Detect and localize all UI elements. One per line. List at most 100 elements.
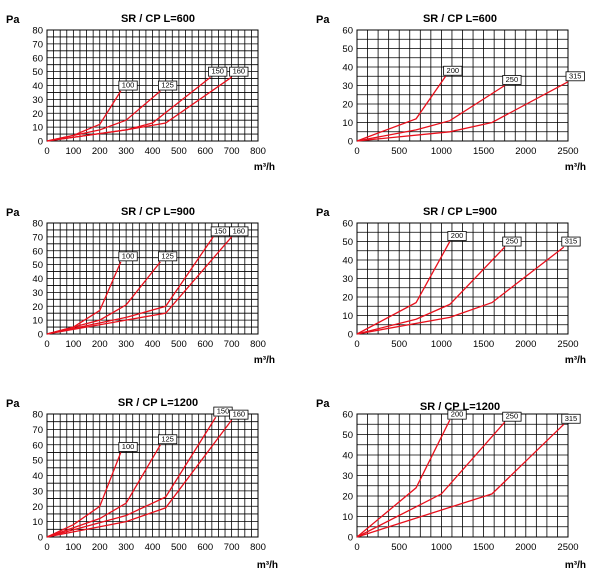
series-label-200: 200 bbox=[451, 410, 464, 419]
y-tick-label: 10 bbox=[32, 316, 43, 327]
y-tick-label: 0 bbox=[348, 533, 353, 544]
x-tick-label: 700 bbox=[224, 339, 240, 350]
series-label-box bbox=[118, 251, 138, 262]
chart-panel-4: 0 500 1000 1500 2000 2500 0 10 20 30 40 50 60 SR / CP… bbox=[316, 206, 586, 366]
series-label-box bbox=[443, 65, 463, 76]
series-label-box bbox=[502, 411, 522, 422]
x-tick-label: 2000 bbox=[515, 339, 536, 350]
series-label-315: 315 bbox=[569, 71, 582, 80]
x-tick-label: 0 bbox=[44, 339, 49, 350]
y-tick-label: 70 bbox=[32, 232, 43, 243]
x-tick-label: 1500 bbox=[473, 339, 494, 350]
series-label-box bbox=[447, 231, 467, 241]
y-tick-label: 60 bbox=[32, 246, 43, 257]
series-line-250 bbox=[356, 246, 506, 335]
x-tick-label: 0 bbox=[354, 339, 359, 350]
series-label-200: 200 bbox=[451, 231, 464, 240]
series-label-box bbox=[229, 66, 249, 77]
x-tick-label: 1000 bbox=[431, 542, 452, 553]
series-line-250 bbox=[356, 84, 506, 142]
series-label-box bbox=[561, 236, 581, 247]
chart-title: SR / CP L=900 bbox=[423, 206, 497, 218]
x-tick-label: 2500 bbox=[557, 146, 578, 157]
x-tick-label: 0 bbox=[354, 146, 359, 157]
y-tick-label: 20 bbox=[342, 100, 353, 111]
y-tick-label: 20 bbox=[342, 492, 353, 503]
x-axis-label: m³/h bbox=[565, 355, 586, 366]
series-label-315: 315 bbox=[565, 414, 578, 423]
y-tick-label: 80 bbox=[32, 219, 43, 230]
series-line-160 bbox=[46, 419, 233, 538]
series-label-box bbox=[158, 434, 178, 445]
y-axis-label: Pa bbox=[6, 398, 20, 410]
y-tick-label: 60 bbox=[32, 440, 43, 451]
x-tick-label: 0 bbox=[44, 146, 49, 157]
y-tick-label: 20 bbox=[32, 502, 43, 513]
series-label-box bbox=[229, 226, 249, 237]
series-label-box bbox=[502, 75, 522, 85]
x-tick-label: 700 bbox=[224, 542, 240, 553]
x-axis-label: m³/h bbox=[254, 162, 275, 173]
y-axis-label: Pa bbox=[316, 207, 330, 219]
series-label-box bbox=[447, 409, 467, 420]
series-label-250: 250 bbox=[506, 75, 519, 84]
x-tick-label: 800 bbox=[250, 146, 266, 157]
y-tick-label: 50 bbox=[32, 456, 43, 467]
x-tick-label: 200 bbox=[92, 339, 108, 350]
y-tick-label: 50 bbox=[342, 44, 353, 55]
y-tick-label: 50 bbox=[342, 237, 353, 248]
series-label-100: 100 bbox=[122, 442, 135, 451]
x-tick-label: 200 bbox=[92, 542, 108, 553]
x-tick-label: 500 bbox=[391, 542, 407, 553]
y-tick-label: 70 bbox=[32, 39, 43, 50]
x-axis-label: m³/h bbox=[257, 560, 278, 571]
y-tick-label: 30 bbox=[32, 95, 43, 106]
y-tick-label: 0 bbox=[38, 330, 43, 341]
x-tick-label: 0 bbox=[44, 542, 49, 553]
x-tick-label: 2000 bbox=[515, 542, 536, 553]
y-tick-label: 10 bbox=[342, 311, 353, 322]
x-tick-label: 1000 bbox=[431, 339, 452, 350]
series-line-250 bbox=[356, 421, 506, 538]
y-tick-label: 0 bbox=[38, 137, 43, 148]
y-tick-label: 50 bbox=[342, 430, 353, 441]
series-label-160: 160 bbox=[233, 410, 246, 419]
y-tick-label: 0 bbox=[348, 137, 353, 148]
y-axis-label: Pa bbox=[6, 14, 20, 26]
x-tick-label: 300 bbox=[118, 146, 134, 157]
series-line-160 bbox=[46, 236, 233, 335]
chart-title: SR / CP L=600 bbox=[423, 13, 497, 25]
series-label-315: 315 bbox=[565, 237, 578, 246]
y-tick-label: 0 bbox=[38, 533, 43, 544]
y-tick-label: 40 bbox=[342, 63, 353, 74]
y-tick-label: 40 bbox=[32, 81, 43, 92]
series-line-315 bbox=[356, 423, 565, 538]
series-line-125 bbox=[46, 90, 161, 142]
series-line-125 bbox=[46, 261, 161, 335]
x-tick-label: 600 bbox=[197, 542, 213, 553]
y-tick-label: 80 bbox=[32, 410, 43, 421]
chart-title: SR / CP L=600 bbox=[121, 13, 195, 25]
series-label-100: 100 bbox=[122, 81, 135, 90]
plot-frame bbox=[46, 413, 259, 538]
series-label-box bbox=[208, 66, 228, 77]
x-tick-label: 500 bbox=[391, 146, 407, 157]
y-tick-label: 20 bbox=[342, 293, 353, 304]
series-label-box bbox=[118, 80, 138, 91]
y-tick-label: 30 bbox=[32, 288, 43, 299]
series-line-125 bbox=[46, 444, 161, 538]
x-tick-label: 300 bbox=[118, 339, 134, 350]
series-label-box bbox=[158, 251, 178, 262]
y-tick-label: 30 bbox=[342, 274, 353, 285]
series-label-box bbox=[502, 236, 522, 247]
series-label-125: 125 bbox=[161, 81, 174, 90]
series-label-150: 150 bbox=[211, 67, 224, 76]
y-tick-label: 60 bbox=[342, 410, 353, 421]
y-tick-label: 30 bbox=[32, 486, 43, 497]
x-tick-label: 800 bbox=[250, 542, 266, 553]
x-tick-label: 100 bbox=[65, 146, 81, 157]
chart-title: SR / CP L=1200 bbox=[420, 401, 500, 413]
series-line-200 bbox=[356, 241, 451, 335]
series-line-100 bbox=[46, 452, 122, 538]
